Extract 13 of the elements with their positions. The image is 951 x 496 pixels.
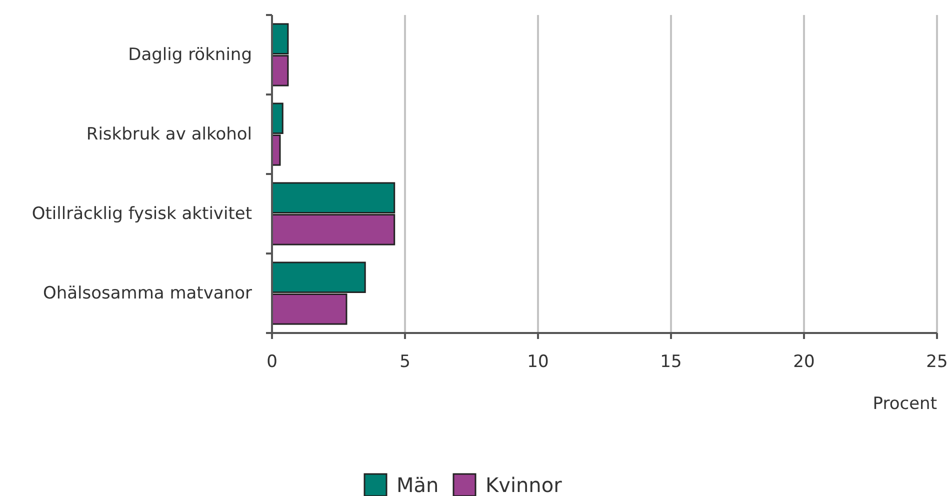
x-tick-label: 15 bbox=[660, 352, 682, 372]
x-tick-label: 5 bbox=[400, 352, 410, 372]
x-tick-label: 20 bbox=[793, 352, 815, 372]
x-tick-label: 0 bbox=[266, 352, 278, 372]
y-tick-label: Riskbruk av alkohol bbox=[86, 124, 252, 144]
y-tick-label: Ohälsosamma matvanor bbox=[42, 283, 252, 304]
x-tick-label: 25 bbox=[926, 352, 948, 372]
x-tick-label: 10 bbox=[527, 352, 549, 372]
legend-label: Män bbox=[396, 473, 439, 496]
x-axis-title: Procent bbox=[872, 394, 938, 414]
legend-label: Kvinnor bbox=[486, 473, 563, 496]
y-tick-label: Otillräcklig fysisk aktivitet bbox=[32, 204, 252, 224]
y-tick-label: Daglig rökning bbox=[128, 44, 252, 65]
